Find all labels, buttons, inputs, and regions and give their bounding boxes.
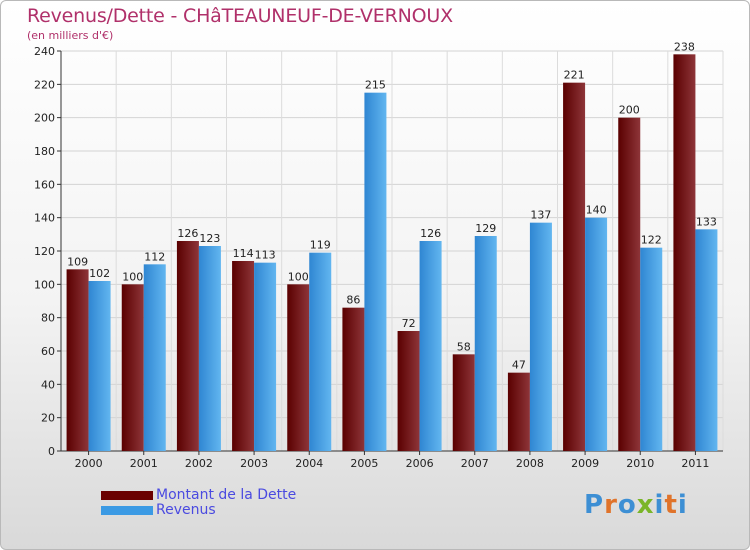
data-label-dette: 238 — [674, 40, 695, 53]
data-label-dette: 86 — [346, 294, 360, 307]
bar-dette — [176, 241, 199, 451]
y-tick-label: 240 — [34, 45, 55, 58]
x-tick-label: 2006 — [406, 457, 434, 470]
bar-revenus — [143, 264, 166, 451]
chart-subtitle: (en milliers d'€) — [27, 29, 114, 42]
data-label-dette: 114 — [233, 247, 254, 260]
data-label-revenus: 113 — [255, 249, 276, 262]
legend-swatch-dette — [101, 491, 153, 500]
bar-revenus — [419, 241, 442, 451]
bar-revenus — [695, 229, 718, 451]
y-tick-label: 140 — [34, 212, 55, 225]
x-tick-label: 2002 — [185, 457, 213, 470]
bar-dette — [342, 307, 365, 451]
logo-letter: t — [664, 490, 678, 520]
x-tick-label: 2008 — [516, 457, 544, 470]
bar-dette — [66, 269, 89, 451]
data-label-revenus: 119 — [310, 239, 331, 252]
bar-revenus — [198, 246, 221, 451]
logo-letter: P — [584, 490, 605, 520]
data-label-revenus: 126 — [420, 227, 441, 240]
data-label-revenus: 133 — [696, 215, 717, 228]
bar-revenus — [309, 252, 332, 451]
data-label-dette: 72 — [402, 317, 416, 330]
x-tick-label: 2000 — [75, 457, 103, 470]
bar-dette — [452, 354, 475, 451]
y-tick-label: 20 — [41, 412, 55, 425]
y-tick-label: 220 — [34, 78, 55, 91]
bar-revenus — [254, 262, 277, 451]
x-tick-label: 2005 — [350, 457, 378, 470]
data-label-revenus: 112 — [144, 250, 165, 263]
bar-dette — [121, 284, 144, 451]
bar-revenus — [640, 247, 663, 451]
bar-revenus — [88, 281, 111, 451]
y-tick-label: 120 — [34, 245, 55, 258]
bar-revenus — [364, 92, 387, 452]
chart-title: Revenus/Dette - CHâTEAUNEUF-DE-VERNOUX — [27, 5, 453, 27]
y-tick-label: 200 — [34, 112, 55, 125]
data-label-dette: 47 — [512, 359, 526, 372]
bar-dette — [563, 82, 586, 452]
bar-dette — [507, 372, 530, 451]
y-tick-label: 60 — [41, 345, 55, 358]
x-tick-label: 2011 — [681, 457, 709, 470]
x-tick-label: 2003 — [240, 457, 268, 470]
x-tick-label: 2009 — [571, 457, 599, 470]
bar-dette — [397, 331, 420, 451]
legend-label-dette: Montant de la Dette — [156, 487, 297, 503]
data-label-dette: 100 — [122, 270, 143, 283]
x-tick-label: 2001 — [130, 457, 158, 470]
data-label-revenus: 122 — [641, 234, 662, 247]
legend-swatch-revenus — [101, 506, 153, 515]
logo-letter: x — [636, 490, 655, 520]
data-label-revenus: 215 — [365, 79, 386, 92]
bar-revenus — [474, 236, 497, 451]
logo-letter: i — [654, 490, 665, 520]
logo-letter: r — [604, 490, 618, 520]
bar-revenus — [529, 222, 552, 451]
bar-dette — [673, 54, 696, 451]
data-label-revenus: 129 — [475, 222, 496, 235]
x-tick-label: 2010 — [626, 457, 654, 470]
x-tick-label: 2007 — [461, 457, 489, 470]
y-tick-label: 80 — [41, 312, 55, 325]
data-label-dette: 200 — [619, 104, 640, 117]
logo-letter: o — [617, 490, 637, 520]
data-label-dette: 100 — [288, 270, 309, 283]
logo-letter: i — [677, 490, 688, 520]
y-tick-label: 40 — [41, 378, 55, 391]
data-label-revenus: 123 — [199, 232, 220, 245]
y-tick-label: 160 — [34, 178, 55, 191]
bar-dette — [232, 261, 255, 451]
data-label-dette: 109 — [67, 255, 88, 268]
data-label-dette: 58 — [457, 340, 471, 353]
bar-dette — [618, 117, 641, 452]
x-tick-label: 2004 — [295, 457, 323, 470]
data-label-revenus: 140 — [586, 204, 607, 217]
y-tick-label: 180 — [34, 145, 55, 158]
data-label-revenus: 102 — [89, 267, 110, 280]
bar-dette — [287, 284, 310, 451]
legend-label-revenus: Revenus — [156, 502, 216, 518]
proxiti-logo: Proxiti — [584, 490, 688, 520]
data-label-dette: 126 — [177, 227, 198, 240]
bar-revenus — [585, 217, 608, 451]
y-tick-label: 0 — [48, 445, 55, 458]
data-label-revenus: 137 — [530, 209, 551, 222]
data-label-dette: 221 — [564, 69, 585, 82]
y-tick-label: 100 — [34, 278, 55, 291]
